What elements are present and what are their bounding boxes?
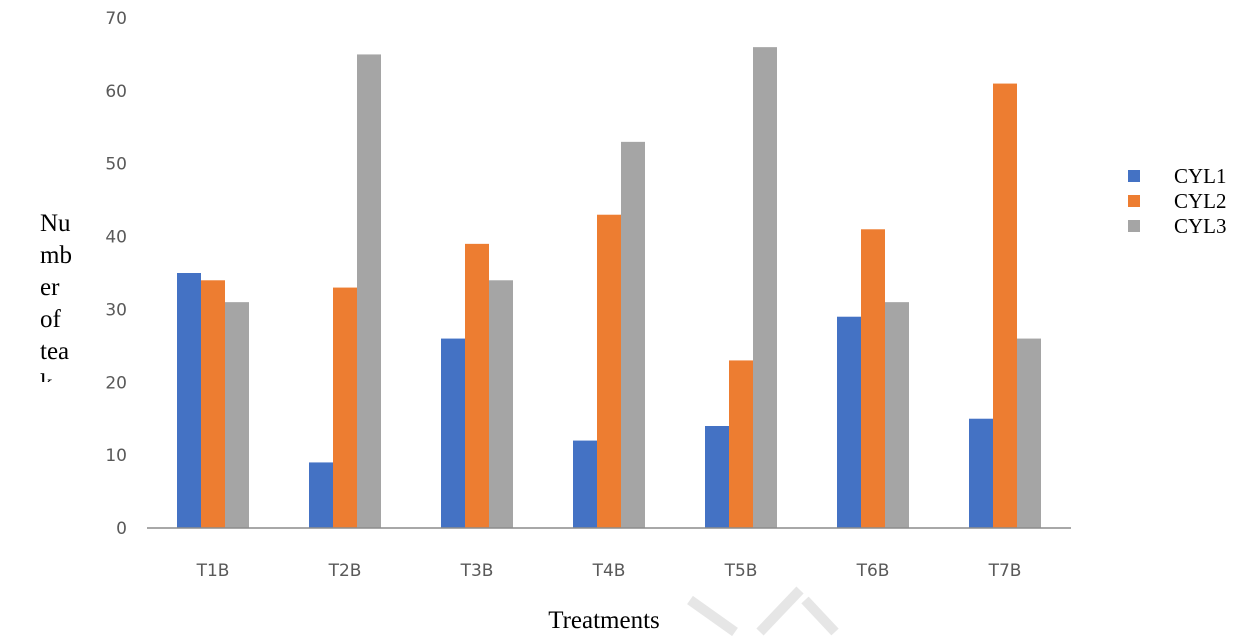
x-tick-label: T2B: [328, 561, 362, 581]
y-tick-label: 10: [105, 446, 127, 466]
y-tick-label: 70: [105, 9, 127, 29]
x-tick-label: T3B: [460, 561, 494, 581]
x-tick-label: T7B: [988, 561, 1022, 581]
legend-swatch-cyl2: [1128, 195, 1140, 207]
bar-cyl1-t4b: [573, 440, 597, 528]
bar-cyl1-t5b: [705, 426, 729, 528]
y-tick-label: 50: [105, 155, 127, 175]
bar-cyl1-t3b: [441, 338, 465, 528]
y-axis-label-line: tea: [40, 338, 69, 365]
x-axis-label: Treatments: [548, 607, 660, 634]
y-tick-label: 30: [105, 300, 127, 320]
y-tick-label: 0: [116, 519, 127, 539]
legend-label-cyl3: CYL3: [1174, 214, 1227, 238]
bar-cyl1-t7b: [969, 418, 993, 528]
bar-cyl3-t5b: [753, 47, 777, 529]
bar-cyl3-t2b: [357, 54, 381, 529]
watermark-strokes: [687, 586, 839, 637]
bar-series-group: [177, 47, 1041, 529]
bar-cyl3-t4b: [621, 141, 645, 528]
bar-cyl2-t5b: [729, 360, 753, 528]
legend-swatch-cyl3: [1128, 220, 1140, 232]
x-tick-label: T6B: [856, 561, 890, 581]
bar-cyl2-t1b: [201, 280, 225, 528]
y-axis: 0 10 20 30 40 50 60 70: [105, 9, 127, 539]
bar-cyl3-t1b: [225, 302, 249, 528]
y-axis-label-line: Nu: [40, 210, 71, 237]
bar-cyl3-t7b: [1017, 338, 1041, 528]
legend-label-cyl2: CYL2: [1174, 189, 1227, 213]
x-tick-label: T1B: [196, 561, 230, 581]
bar-cyl2-t7b: [993, 83, 1017, 529]
bar-cyl3-t6b: [885, 302, 909, 528]
y-axis-label-line: k: [40, 370, 53, 397]
legend-swatch-cyl1: [1128, 170, 1140, 182]
x-tick-label: T4B: [592, 561, 626, 581]
bar-cyl1-t6b: [837, 316, 861, 528]
bar-cyl2-t3b: [465, 243, 489, 528]
bar-cyl2-t4b: [597, 214, 621, 528]
legend-label-cyl1: CYL1: [1174, 164, 1227, 188]
y-axis-label-line: mb: [40, 242, 72, 269]
bar-cyl2-t2b: [333, 287, 357, 528]
y-tick-label: 60: [105, 82, 127, 102]
y-tick-label: 20: [105, 373, 127, 393]
bar-cyl2-t6b: [861, 229, 885, 529]
x-tick-label: T5B: [724, 561, 758, 581]
x-tick-labels: T1B T2B T3B T4B T5B T6B T7B: [196, 561, 1022, 581]
bar-cyl1-t1b: [177, 273, 201, 528]
bar-cyl1-t2b: [309, 462, 333, 528]
y-axis-label: Nu mb er of tea k: [40, 210, 72, 397]
y-tick-label: 40: [105, 228, 127, 248]
bar-cyl3-t3b: [489, 280, 513, 528]
y-axis-label-line: er: [40, 274, 60, 301]
y-axis-label-line: of: [40, 306, 62, 333]
